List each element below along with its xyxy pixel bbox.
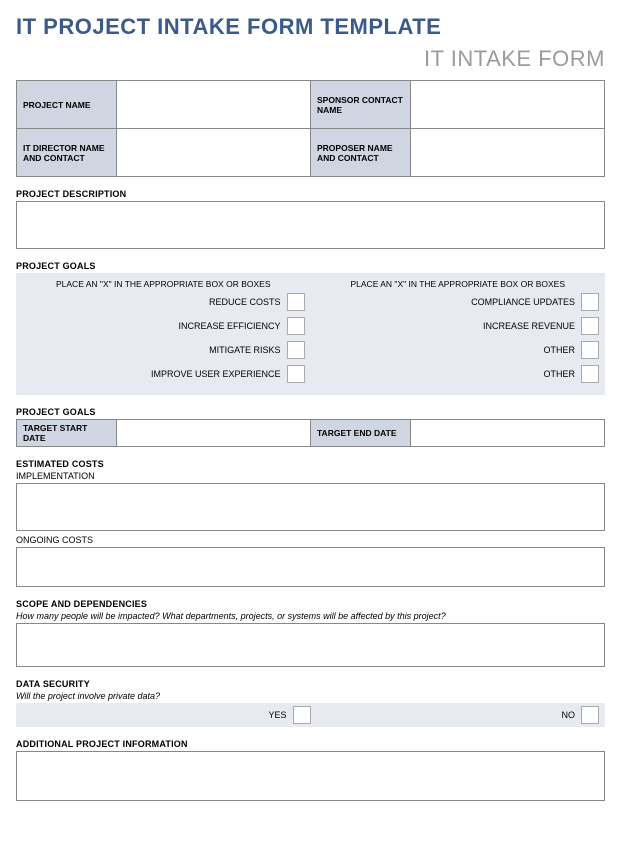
dates-table: TARGET START DATE TARGET END DATE bbox=[16, 419, 605, 447]
goals-instruction-left: PLACE AN "X" IN THE APPROPRIATE BOX OR B… bbox=[22, 277, 305, 293]
project-goals-title: PROJECT GOALS bbox=[16, 261, 605, 271]
target-end-label: TARGET END DATE bbox=[311, 420, 411, 447]
project-description-title: PROJECT DESCRIPTION bbox=[16, 189, 605, 199]
goal-improve-ux-checkbox[interactable] bbox=[287, 365, 305, 383]
target-dates-title: PROJECT GOALS bbox=[16, 407, 605, 417]
goals-instruction-right: PLACE AN "X" IN THE APPROPRIATE BOX OR B… bbox=[317, 277, 600, 293]
additional-info-field[interactable] bbox=[16, 751, 605, 801]
project-description-field[interactable] bbox=[16, 201, 605, 249]
goal-other2-label: OTHER bbox=[544, 369, 576, 379]
no-checkbox[interactable] bbox=[581, 706, 599, 724]
data-security-subtext: Will the project involve private data? bbox=[16, 691, 605, 701]
form-subtitle: IT INTAKE FORM bbox=[16, 46, 605, 72]
goal-mitigate-risks-label: MITIGATE RISKS bbox=[209, 345, 280, 355]
estimated-costs-title: ESTIMATED COSTS bbox=[16, 459, 605, 469]
yes-label: YES bbox=[268, 710, 286, 720]
scope-title: SCOPE AND DEPENDENCIES bbox=[16, 599, 605, 609]
goal-other1-label: OTHER bbox=[544, 345, 576, 355]
additional-info-title: ADDITIONAL PROJECT INFORMATION bbox=[16, 739, 605, 749]
goal-improve-ux-label: IMPROVE USER EXPERIENCE bbox=[151, 369, 281, 379]
scope-subtext: How many people will be impacted? What d… bbox=[16, 611, 605, 621]
goals-panel: PLACE AN "X" IN THE APPROPRIATE BOX OR B… bbox=[16, 273, 605, 395]
goal-reduce-costs-checkbox[interactable] bbox=[287, 293, 305, 311]
target-start-field[interactable] bbox=[117, 420, 311, 447]
it-director-field[interactable] bbox=[117, 129, 311, 177]
page-title: IT PROJECT INTAKE FORM TEMPLATE bbox=[16, 14, 605, 40]
target-end-field[interactable] bbox=[411, 420, 605, 447]
sponsor-contact-field[interactable] bbox=[411, 81, 605, 129]
project-name-label: PROJECT NAME bbox=[17, 81, 117, 129]
goal-increase-efficiency-label: INCREASE EFFICIENCY bbox=[178, 321, 280, 331]
implementation-label: IMPLEMENTATION bbox=[16, 471, 605, 481]
proposer-field[interactable] bbox=[411, 129, 605, 177]
goal-increase-revenue-label: INCREASE REVENUE bbox=[483, 321, 575, 331]
target-start-label: TARGET START DATE bbox=[17, 420, 117, 447]
goal-other1-checkbox[interactable] bbox=[581, 341, 599, 359]
scope-field[interactable] bbox=[16, 623, 605, 667]
goal-increase-efficiency-checkbox[interactable] bbox=[287, 317, 305, 335]
goal-compliance-label: COMPLIANCE UPDATES bbox=[471, 297, 575, 307]
goal-reduce-costs-label: REDUCE COSTS bbox=[209, 297, 281, 307]
yes-checkbox[interactable] bbox=[293, 706, 311, 724]
it-director-label: IT DIRECTOR NAME AND CONTACT bbox=[17, 129, 117, 177]
proposer-label: PROPOSER NAME AND CONTACT bbox=[311, 129, 411, 177]
data-security-title: DATA SECURITY bbox=[16, 679, 605, 689]
data-security-row: YES NO bbox=[16, 703, 605, 727]
sponsor-contact-label: SPONSOR CONTACT NAME bbox=[311, 81, 411, 129]
ongoing-costs-label: ONGOING COSTS bbox=[16, 535, 605, 545]
header-table: PROJECT NAME SPONSOR CONTACT NAME IT DIR… bbox=[16, 80, 605, 177]
goal-compliance-checkbox[interactable] bbox=[581, 293, 599, 311]
goal-other2-checkbox[interactable] bbox=[581, 365, 599, 383]
implementation-field[interactable] bbox=[16, 483, 605, 531]
project-name-field[interactable] bbox=[117, 81, 311, 129]
no-label: NO bbox=[562, 710, 576, 720]
goal-increase-revenue-checkbox[interactable] bbox=[581, 317, 599, 335]
ongoing-costs-field[interactable] bbox=[16, 547, 605, 587]
goal-mitigate-risks-checkbox[interactable] bbox=[287, 341, 305, 359]
